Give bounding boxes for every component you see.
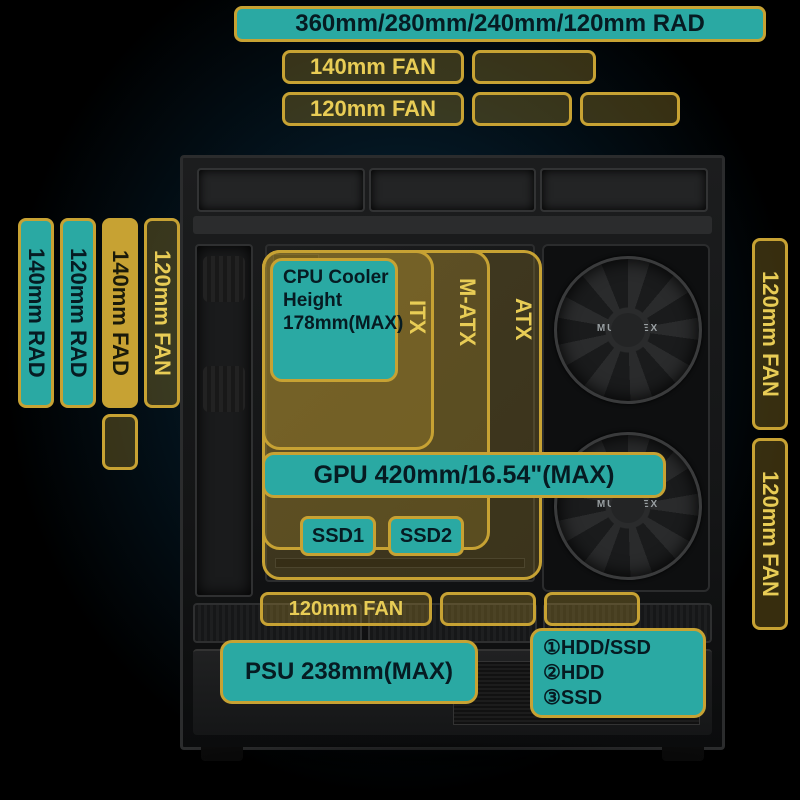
top-fan-vents: [197, 168, 708, 212]
top-fan140-slot-b: [472, 50, 596, 84]
right-fan120-b-label: 120mm FAN: [752, 438, 788, 630]
psu-label: PSU 238mm(MAX): [220, 640, 478, 704]
mobo-itx-tag: ITX: [404, 300, 430, 334]
cpu-cooler-label: CPU Cooler Height 178mm(MAX): [270, 258, 398, 382]
top-rad-label: 360mm/280mm/240mm/120mm RAD: [234, 6, 766, 42]
fan-brand: MUSETEX: [557, 323, 699, 334]
left-rad120-label: 120mm RAD: [60, 218, 96, 408]
left-fan140-slot-b: [102, 414, 138, 470]
drive-line-3: ③SSD: [543, 686, 651, 711]
mobo-matx-tag: M-ATX: [454, 278, 480, 346]
drive-bay-label: ①HDD/SSD ②HDD ③SSD: [530, 628, 706, 718]
front-fan-frame: MUSETEX MUSETEX: [542, 244, 710, 592]
rear-fan-column: [195, 244, 253, 597]
drive-line-1: ①HDD/SSD: [543, 636, 651, 661]
mobo-atx-tag: ATX: [510, 298, 536, 340]
cpu-cooler-text: CPU Cooler Height 178mm(MAX): [283, 267, 403, 335]
top-shelf: [193, 216, 712, 234]
top-fan140-label: 140mm FAN: [282, 50, 464, 84]
left-fan120-label: 120mm FAN: [144, 218, 180, 408]
top-fan120-label: 120mm FAN: [282, 92, 464, 126]
bottom-fan120-slot-c: [544, 592, 640, 626]
bottom-fan120-slot-b: [440, 592, 536, 626]
top-fan120-slot-c: [580, 92, 680, 126]
case-foot-right: [662, 747, 704, 761]
drive-line-2: ②HDD: [543, 661, 651, 686]
left-fan140-label: 140mm FAD: [102, 218, 138, 408]
ssd2-label: SSD2: [388, 516, 464, 556]
bottom-fan120-label: 120mm FAN: [260, 592, 432, 626]
right-fan120-a-label: 120mm FAN: [752, 238, 788, 430]
left-rad140-label: 140mm RAD: [18, 218, 54, 408]
front-fan-top: MUSETEX: [554, 256, 702, 404]
gpu-label: GPU 420mm/16.54"(MAX): [262, 452, 666, 498]
top-fan120-slot-b: [472, 92, 572, 126]
case-foot-left: [201, 747, 243, 761]
fan-brand: MUSETEX: [557, 499, 699, 510]
ssd1-label: SSD1: [300, 516, 376, 556]
